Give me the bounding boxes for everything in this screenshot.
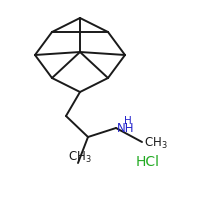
- Text: H: H: [124, 116, 132, 126]
- Text: CH$_3$: CH$_3$: [68, 150, 92, 165]
- Text: CH$_3$: CH$_3$: [144, 135, 168, 151]
- Text: HCl: HCl: [136, 155, 160, 169]
- Text: NH: NH: [117, 122, 134, 136]
